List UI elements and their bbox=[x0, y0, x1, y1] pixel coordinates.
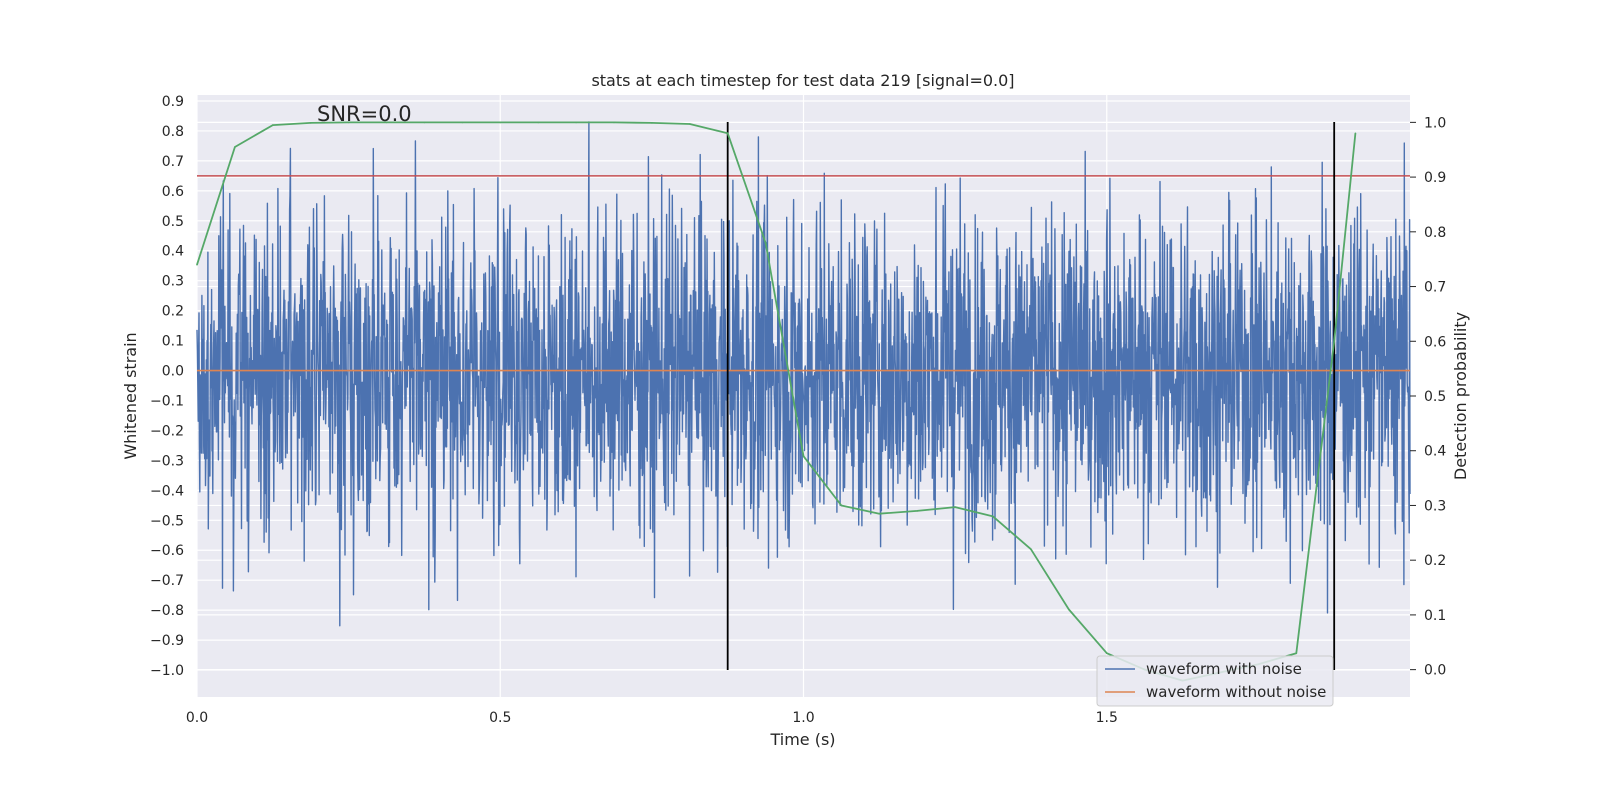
y-tick-label: 0.0 bbox=[162, 364, 184, 380]
detection-probability-point bbox=[689, 123, 691, 125]
x-axis-label: Time (s) bbox=[769, 730, 835, 749]
annotations: stats at each timestep for test data 219… bbox=[121, 71, 1470, 749]
y-right-tick-label: 0.1 bbox=[1424, 608, 1446, 624]
tick-labels: 0.0 0.5 1.0 1.5 0.9 0.8 0.7 0.6 0.5 0.4 0.3 0.2 0.1 0… bbox=[150, 94, 1446, 726]
y-tick-label: −0.6 bbox=[150, 543, 184, 559]
detection-probability-point bbox=[840, 504, 843, 507]
y-right-tick-label: 0.9 bbox=[1424, 170, 1446, 186]
detection-probability-point bbox=[916, 510, 918, 512]
snr-annotation: SNR=0.0 bbox=[317, 102, 412, 126]
y-tick-label: −0.5 bbox=[150, 513, 184, 529]
detection-probability-point bbox=[1068, 608, 1070, 611]
legend-label-waveform-without-noise: waveform without noise bbox=[1146, 683, 1326, 701]
y-right-tick-label: 0.0 bbox=[1424, 663, 1446, 679]
y-tick-label: −1.0 bbox=[150, 663, 184, 679]
y-tick-label: −0.8 bbox=[150, 603, 184, 619]
y-right-tick-label: 0.2 bbox=[1424, 553, 1446, 569]
detection-probability-point bbox=[537, 121, 539, 124]
y-right-axis-label: Detection probability bbox=[1451, 312, 1470, 480]
chart-title: stats at each timestep for test data 219… bbox=[591, 71, 1014, 90]
y-tick-label: 0.9 bbox=[162, 94, 184, 110]
y-tick-label: −0.2 bbox=[150, 423, 184, 439]
x-tick-label: 0.0 bbox=[186, 710, 208, 726]
y-tick-label: 0.4 bbox=[162, 244, 184, 260]
detection-probability-point bbox=[764, 242, 767, 244]
detection-probability-point bbox=[272, 124, 274, 126]
detection-probability-point bbox=[1354, 132, 1357, 135]
y-tick-label: −0.1 bbox=[150, 393, 184, 409]
detection-probability-point bbox=[726, 132, 729, 135]
y-tick-label: 0.5 bbox=[162, 214, 184, 230]
detection-probability-point bbox=[802, 455, 805, 458]
detection-probability-point bbox=[1106, 652, 1108, 654]
y-right-tick-label: 1.0 bbox=[1424, 115, 1446, 131]
detection-probability-point bbox=[878, 512, 881, 515]
y-right-tick-label: 0.8 bbox=[1424, 225, 1446, 241]
legend: waveform with noise waveform without noi… bbox=[1096, 655, 1334, 707]
x-tick-label: 1.0 bbox=[792, 710, 814, 726]
y-tick-label: −0.4 bbox=[150, 483, 184, 499]
y-tick-label: 0.8 bbox=[162, 124, 184, 140]
detection-probability-point bbox=[499, 121, 502, 124]
y-tick-label: 0.1 bbox=[162, 334, 184, 350]
detection-probability-point bbox=[1030, 548, 1032, 550]
y-tick-label: 0.7 bbox=[162, 154, 184, 170]
legend-label-waveform-with-noise: waveform with noise bbox=[1146, 660, 1302, 678]
y-right-tick-label: 0.7 bbox=[1424, 280, 1446, 296]
detection-probability-point bbox=[575, 121, 577, 124]
detection-probability-point bbox=[423, 121, 426, 124]
y-tick-label: 0.6 bbox=[162, 184, 184, 200]
detection-probability-point bbox=[954, 506, 956, 508]
detection-probability-point bbox=[613, 121, 615, 124]
y-tick-label: −0.7 bbox=[150, 573, 184, 589]
detection-probability-point bbox=[651, 122, 653, 124]
detection-probability-point bbox=[309, 122, 312, 124]
detection-probability-point bbox=[1295, 652, 1298, 654]
detection-probability-point bbox=[385, 121, 388, 124]
detection-probability-point bbox=[196, 263, 198, 266]
detection-probability-point bbox=[461, 121, 464, 124]
x-tick-label: 1.5 bbox=[1096, 710, 1118, 726]
y-right-tick-label: 0.6 bbox=[1424, 334, 1446, 350]
y-tick-label: 0.3 bbox=[162, 274, 184, 290]
series-waveform-with-noise bbox=[196, 121, 1411, 627]
y-tick-label: −0.3 bbox=[150, 453, 184, 469]
legend-box bbox=[1096, 655, 1334, 707]
y-right-tick-label: 0.5 bbox=[1424, 389, 1446, 405]
y-tick-label: 0.2 bbox=[162, 304, 184, 320]
y-tick-label: −0.9 bbox=[150, 633, 184, 649]
detection-probability-point bbox=[1333, 340, 1335, 343]
y-right-tick-label: 0.3 bbox=[1424, 498, 1446, 514]
y-axis-label: Whitened strain bbox=[121, 332, 140, 459]
detection-probability-point bbox=[234, 146, 236, 148]
detection-probability-point bbox=[347, 121, 350, 124]
x-tick-label: 0.5 bbox=[489, 710, 511, 726]
y-right-tick-label: 0.4 bbox=[1424, 444, 1446, 460]
detection-probability-point bbox=[992, 515, 994, 518]
